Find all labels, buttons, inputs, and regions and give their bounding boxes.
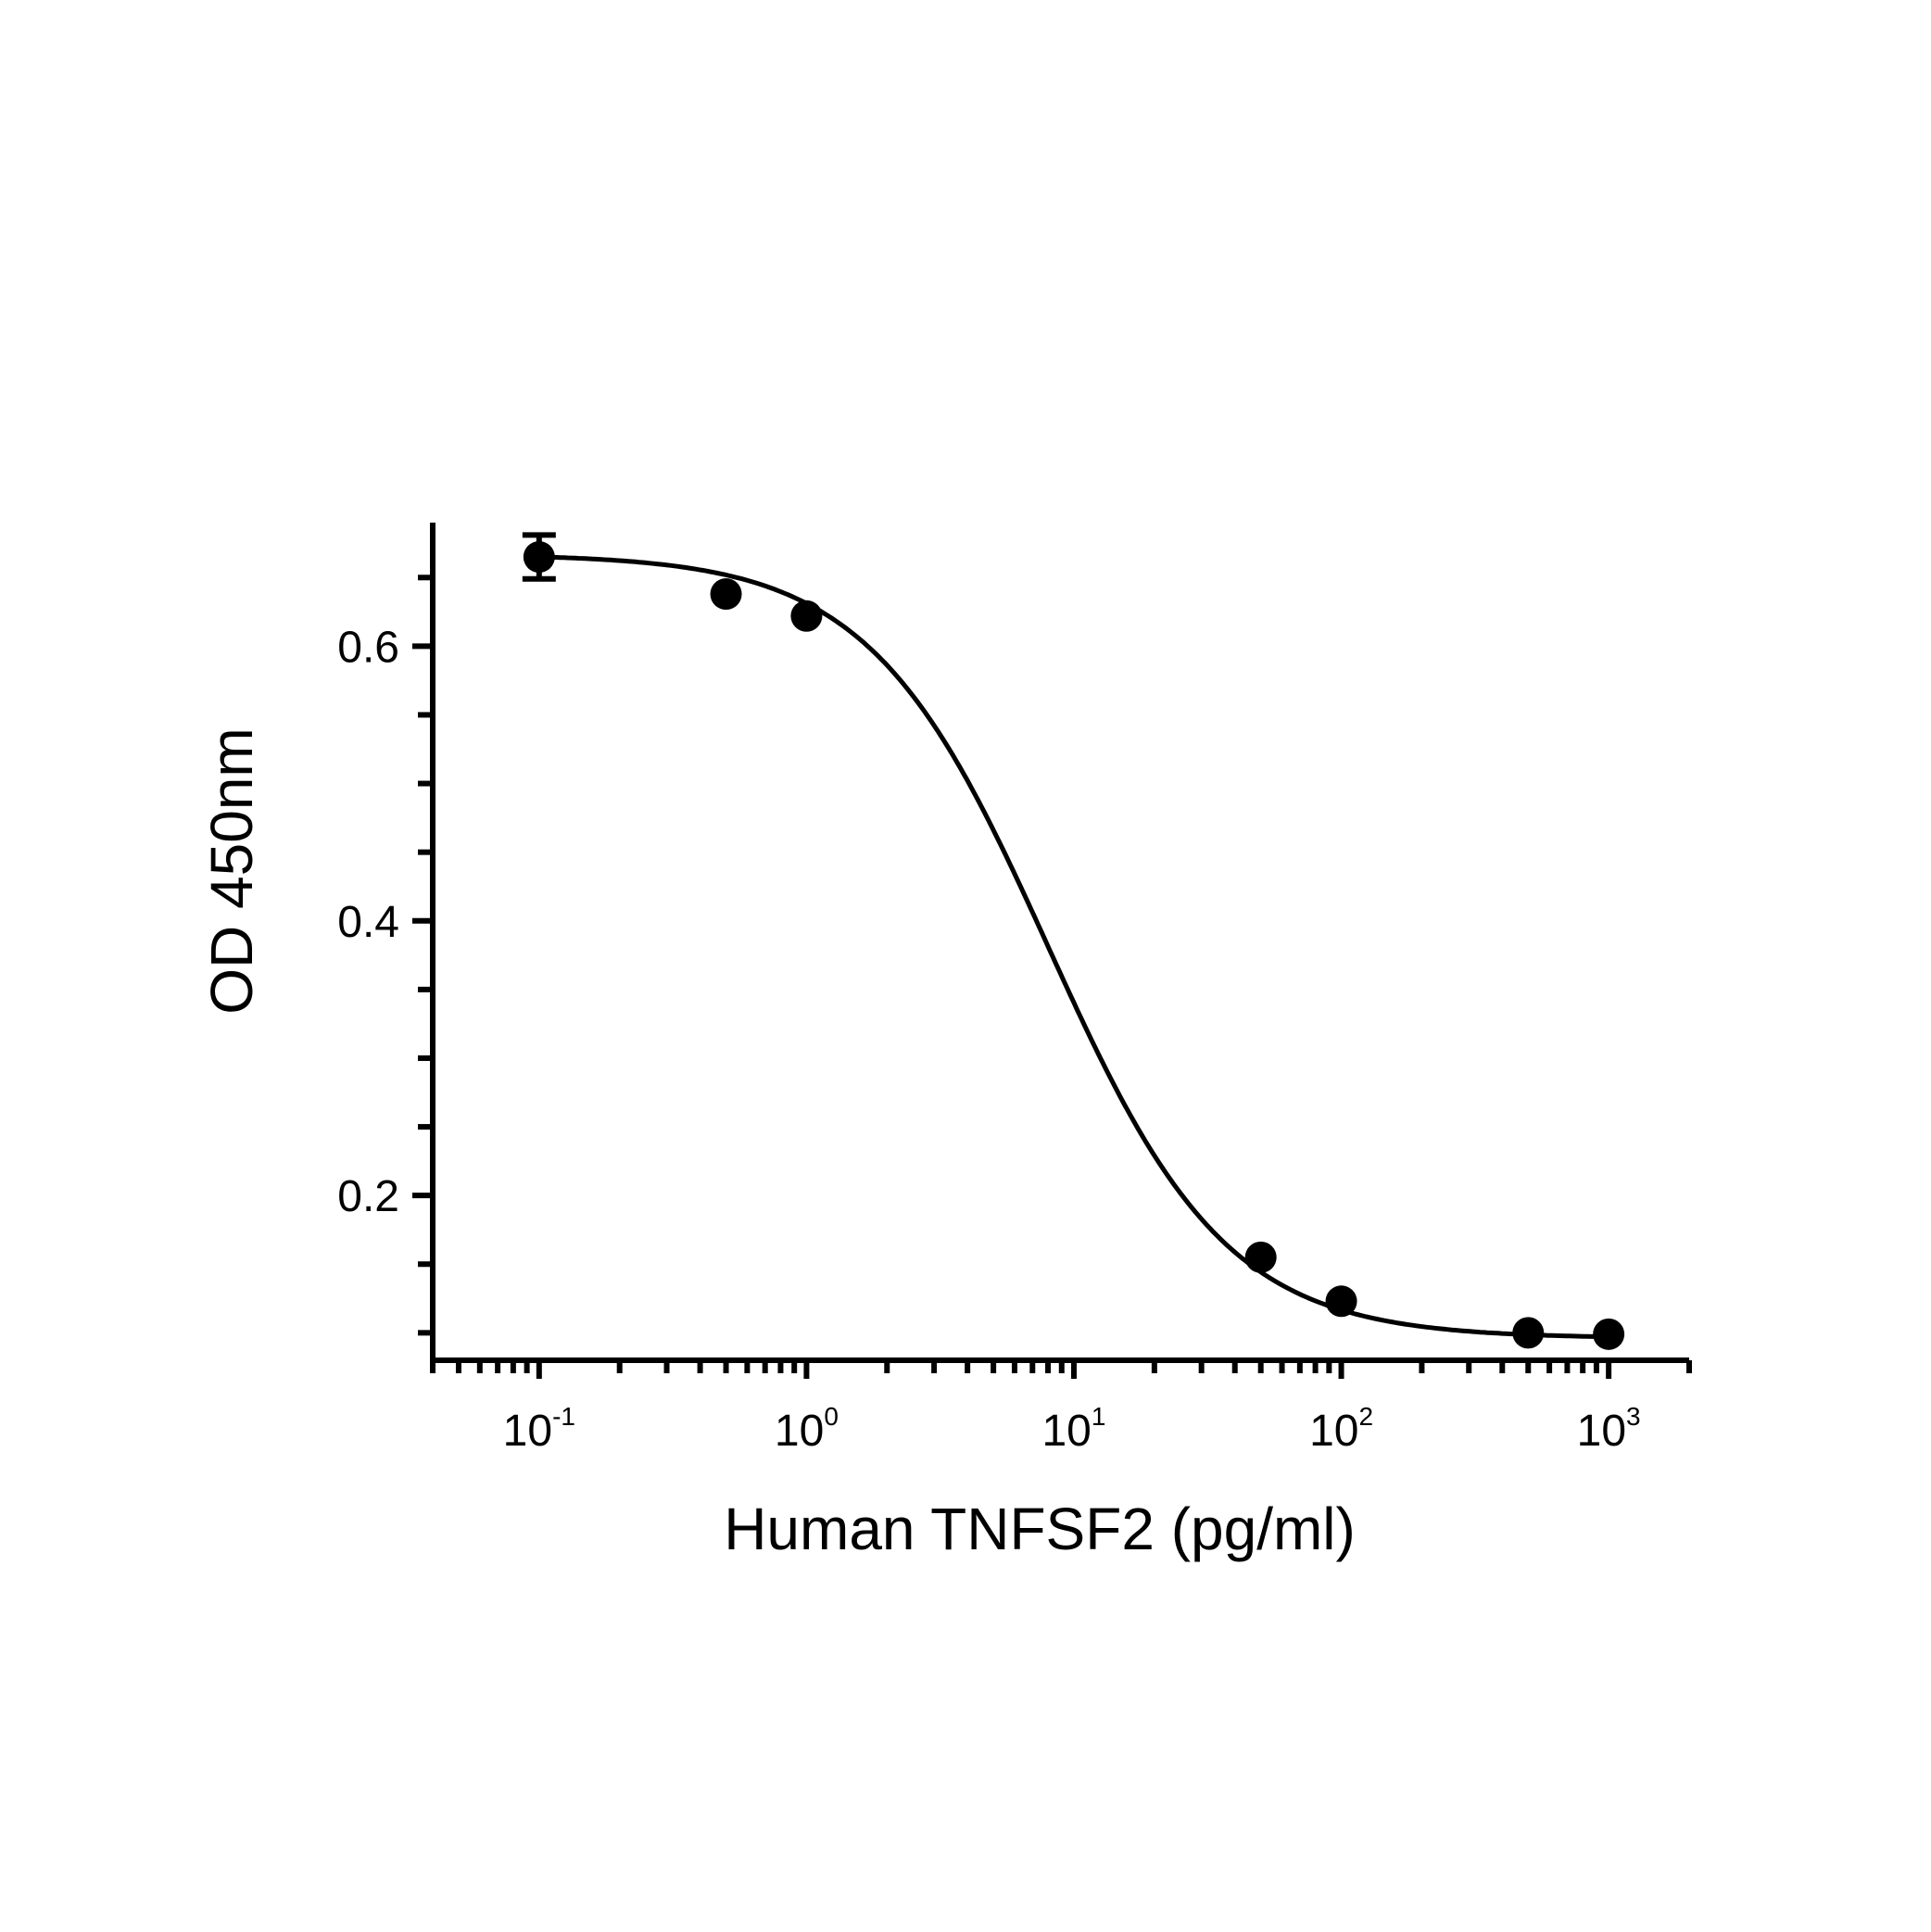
data-point (1593, 1318, 1625, 1350)
y-axis-title: OD 450nm (198, 727, 265, 1014)
y-tick-label: 0.2 (337, 1172, 399, 1221)
x-axis-title: Human TNFSF2 (pg/ml) (724, 1496, 1356, 1562)
fit-curve-group (538, 554, 1609, 1340)
x-tick-label: 101 (1041, 1402, 1105, 1456)
x-tick-label: 100 (775, 1402, 839, 1456)
data-points (522, 532, 1625, 1350)
x-tick-label: 102 (1309, 1402, 1373, 1456)
y-tick-label: 0.4 (337, 898, 399, 947)
data-point (1244, 1241, 1277, 1273)
data-point (710, 578, 742, 611)
x-axis: 10-1 100 101 102 103 (430, 1357, 1692, 1456)
data-point (1325, 1285, 1357, 1318)
y-tick-label: 0.6 (337, 623, 399, 672)
y-axis: 0.2 0.4 0.6 (337, 523, 435, 1360)
data-point (523, 541, 555, 574)
data-point (1512, 1317, 1545, 1349)
x-tick-label: 10-1 (503, 1402, 575, 1456)
x-tick-label: 103 (1577, 1402, 1641, 1456)
fit-curve (538, 554, 1609, 1340)
data-point (790, 600, 823, 632)
